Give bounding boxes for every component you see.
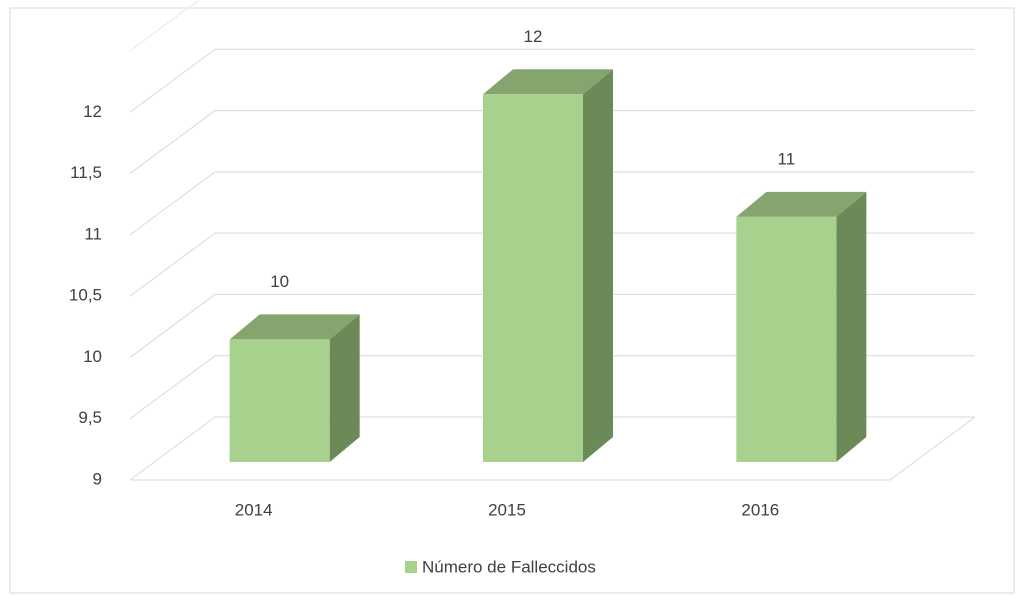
bar-top bbox=[736, 191, 867, 217]
bar bbox=[483, 94, 583, 463]
x-tick-label: 2015 bbox=[488, 500, 526, 519]
y-tick-label: 9,5 bbox=[78, 408, 102, 427]
bar-top bbox=[229, 314, 360, 340]
grid-line bbox=[129, 48, 216, 113]
y-tick-label: 12 bbox=[83, 102, 102, 121]
x-tick-label: 2014 bbox=[235, 500, 273, 519]
legend-label: Número de Falleccidos bbox=[422, 557, 596, 576]
data-label: 11 bbox=[778, 149, 796, 168]
grid-line bbox=[129, 416, 216, 481]
data-label: 10 bbox=[270, 272, 289, 291]
grid-line bbox=[129, 110, 216, 174]
y-tick-label: 11 bbox=[84, 224, 102, 243]
grid-line bbox=[129, 171, 216, 236]
bar bbox=[229, 339, 330, 462]
floor-edge bbox=[889, 416, 976, 481]
data-label: 12 bbox=[524, 27, 543, 46]
y-tick-label: 11,5 bbox=[70, 163, 102, 182]
bar-side bbox=[329, 314, 360, 462]
wall-edge bbox=[129, 0, 200, 52]
bar-side bbox=[836, 191, 867, 462]
bar-top bbox=[483, 69, 613, 95]
y-tick-label: 10,5 bbox=[69, 286, 102, 305]
grid-line bbox=[129, 294, 216, 358]
y-tick-label: 9 bbox=[93, 469, 102, 488]
x-tick-label: 2016 bbox=[741, 500, 779, 519]
legend-swatch bbox=[405, 561, 417, 573]
grid-line bbox=[129, 355, 216, 420]
y-tick-label: 10 bbox=[83, 347, 102, 366]
bar-side bbox=[583, 69, 613, 463]
grid-line bbox=[129, 232, 216, 297]
bar bbox=[736, 216, 837, 462]
